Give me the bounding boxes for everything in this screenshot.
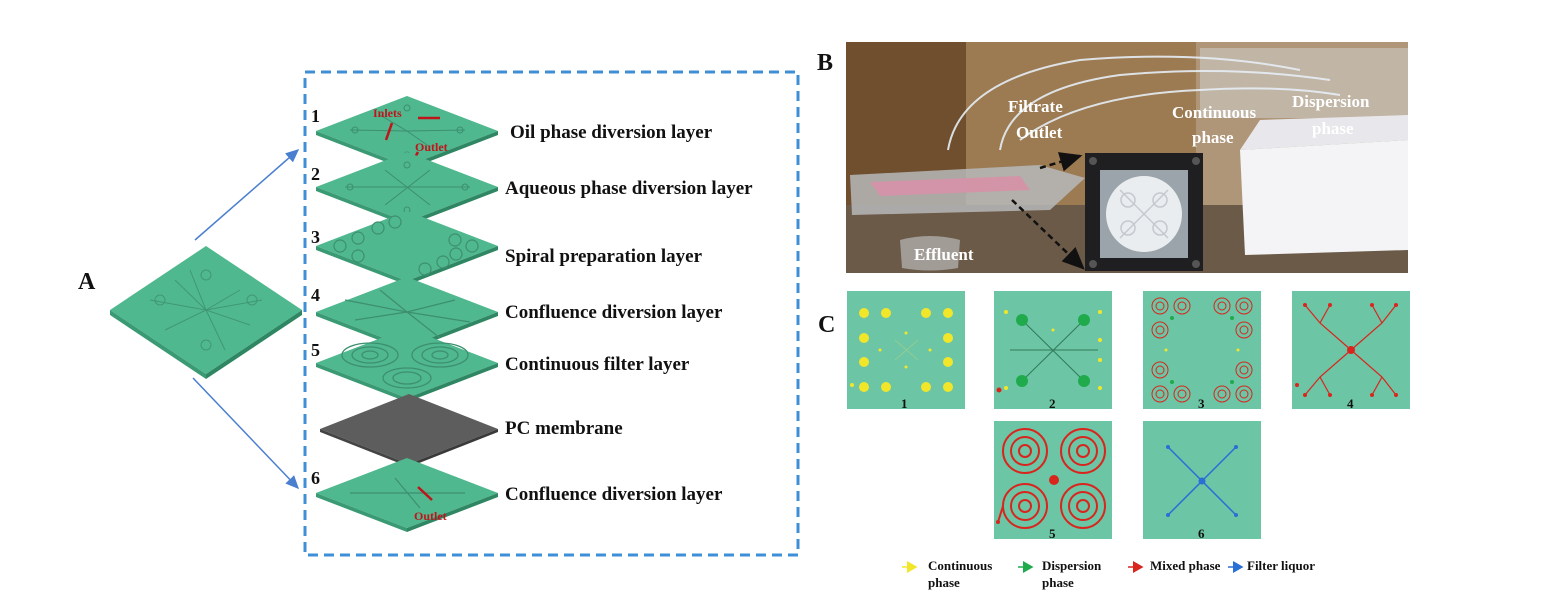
zoom-arrow-top [1039,152,1083,172]
layer-label-5: Continuous filter layer [505,354,690,375]
tile-2-label: 2 [1049,396,1056,411]
expand-arrow-top [194,149,300,241]
legend-continuous-1: Continuous [928,558,992,573]
layer-2-plate [316,152,498,226]
layer-number-4: 4 [311,285,320,305]
layer-number-6: 6 [311,468,320,488]
tile-1 [847,291,965,409]
assembled-chip [110,246,302,379]
filtrate-outlet-label-2: Outlet [1016,123,1063,142]
tile-3 [1143,291,1261,409]
layer-label-1: Oil phase diversion layer [510,122,713,143]
layer-5-plate [316,328,498,402]
legend-filter: Filter liquor [1247,558,1315,573]
legend-dispersion-1: Dispersion [1042,558,1102,573]
tile-6-label: 6 [1198,526,1205,541]
tile-6 [1143,421,1261,539]
tile-2 [994,291,1112,409]
layer-label-4: Confluence diversion layer [505,302,723,323]
filtrate-outlet-label-1: Filtrate [1008,97,1063,116]
device-photo [846,42,1408,273]
tile-5 [994,421,1112,539]
layer-1-plate [316,96,498,170]
panel-b-label: B [817,50,833,76]
layer-6-plate [316,458,498,532]
dispersion-phase-label-1: Dispersion [1292,92,1370,111]
continuous-phase-label-1: Continuous [1172,103,1256,122]
tile-1-label: 1 [901,396,908,411]
legend-mixed: Mixed phase [1150,558,1221,573]
layer-number-5: 5 [311,340,320,360]
layer-label-6: Confluence diversion layer [505,484,723,505]
expand-arrow-bottom [192,377,300,490]
legend: Continuous phase Dispersion phase Mixed … [902,558,1315,590]
outlet-annotation-bottom: Outlet [414,509,447,523]
inlets-annotation: Inlets [373,106,402,120]
legend-dispersion-2: phase [1042,575,1074,590]
layer-number-1: 1 [311,106,320,126]
panel-a-label: A [78,269,96,295]
layer-number-2: 2 [311,164,320,184]
layer-label-2: Aqueous phase diversion layer [505,178,753,199]
effluent-label: Effluent [914,245,974,264]
tile-5-label: 5 [1049,526,1056,541]
legend-continuous-2: phase [928,575,960,590]
tile-3-label: 3 [1198,396,1205,411]
layer-3-plate [316,211,498,285]
layer-label-3: Spiral preparation layer [505,246,703,267]
outlet-annotation-top: Outlet [415,140,448,154]
layer-label-membrane: PC membrane [505,418,623,439]
pc-membrane-plate [320,394,498,467]
continuous-phase-label-2: phase [1192,128,1234,147]
zoom-arrow-bottom [1011,199,1085,270]
tile-4-label: 4 [1347,396,1354,411]
dispersion-phase-label-2: phase [1312,119,1354,138]
layer-number-3: 3 [311,227,320,247]
panel-c-label: C [818,312,835,338]
layer-stack-frame [303,70,800,557]
tile-4 [1292,291,1410,409]
